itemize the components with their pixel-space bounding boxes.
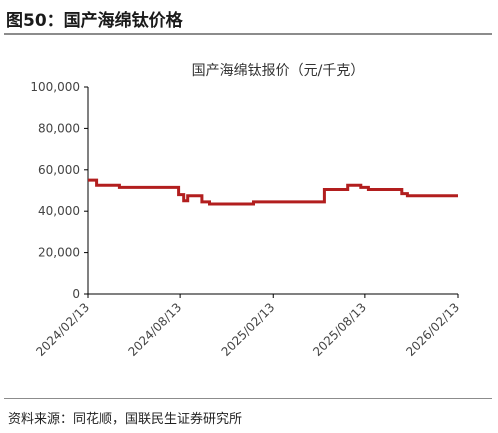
y-axis: 0 20,000 40,000 60,000 80,000 100,000	[30, 80, 89, 301]
x-axis: 2024/02/13 2024/08/13 2025/02/13 2025/08/13…	[33, 293, 462, 359]
y-tick-label: 80,000	[38, 121, 80, 135]
price-line-chart: 国产海绵钛报价（元/千克） 0 20,000 40,000 60,000 80,000 1…	[30, 62, 462, 359]
figure-title: 图50：国产海绵钛价格	[6, 11, 183, 31]
top-rule	[4, 33, 492, 35]
y-tick-label: 40,000	[38, 204, 80, 218]
x-tick-label: 2025/08/13	[310, 300, 369, 359]
y-tick-label: 60,000	[38, 163, 80, 177]
bottom-rule	[4, 398, 492, 399]
price-series-line	[88, 178, 458, 206]
x-tick-label: 2024/08/13	[125, 300, 184, 359]
source-note: 资料来源：同花顺，国联民生证券研究所	[8, 412, 243, 427]
x-tick-label: 2026/02/13	[403, 300, 462, 359]
x-tick-label: 2024/02/13	[33, 300, 92, 359]
plot-area	[88, 178, 458, 206]
chart-title: 国产海绵钛报价（元/千克）	[192, 62, 365, 79]
y-tick-label: 100,000	[30, 80, 80, 94]
y-tick-label: 20,000	[38, 246, 80, 260]
x-tick-label: 2025/02/13	[219, 300, 278, 359]
y-tick-label: 0	[72, 287, 80, 301]
